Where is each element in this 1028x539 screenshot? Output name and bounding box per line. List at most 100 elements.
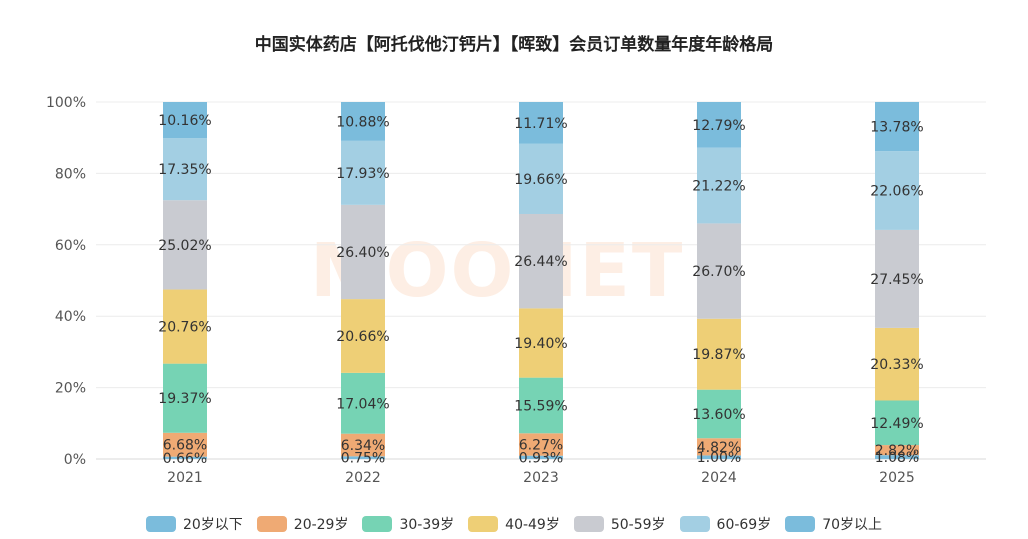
x-tick-label: 2022 [345, 470, 381, 486]
bar-segment [163, 363, 207, 433]
legend-label: 70岁以上 [822, 517, 883, 533]
bar-value-label: 26.40% [336, 245, 389, 261]
legend-item[interactable]: 60-69岁 [679, 514, 772, 534]
legend-item[interactable]: 30-39岁 [362, 514, 454, 534]
bar-value-label: 1.00% [697, 450, 741, 466]
bar-segment [697, 223, 741, 319]
legend-swatch [785, 516, 816, 532]
bar-segment [341, 433, 385, 457]
bar-value-label: 22.06% [870, 184, 923, 200]
y-tick-label: 60% [55, 238, 86, 254]
bar-segment [697, 455, 741, 459]
bar-value-label: 11.71% [514, 116, 567, 132]
bar-segment [163, 102, 207, 139]
bar-value-label: 13.60% [692, 407, 745, 423]
bar-value-label: 15.59% [514, 398, 567, 414]
bar-segment [875, 101, 919, 152]
bar-value-label: 20.66% [336, 329, 389, 345]
bar-segment [519, 143, 563, 214]
data-labels: 0.66%6.68% 19.37% 20.76% 25.02% 17.35% 10.16%… [158, 113, 923, 467]
bar-segment [163, 456, 207, 459]
bar-segment [875, 229, 919, 328]
legend-item[interactable]: 20-29岁 [256, 514, 348, 534]
bar-segment [875, 151, 919, 230]
y-tick-label: 20% [55, 381, 86, 397]
bar-value-label: 13.78% [870, 120, 923, 136]
bar-value-label: 0.93% [519, 450, 563, 466]
bar-segment [519, 377, 563, 434]
legend-swatch [256, 516, 287, 532]
bar-value-label: 17.93% [336, 166, 389, 182]
bar-value-label: 21.22% [692, 179, 745, 195]
y-tick-label: 0% [64, 452, 86, 468]
y-tick-label: 100% [46, 95, 86, 111]
bar-segment [875, 445, 919, 456]
bar-segment [697, 438, 741, 456]
bar-segment [875, 455, 919, 459]
bar-value-label: 0.75% [341, 451, 385, 467]
bar-value-label: 20.33% [870, 357, 923, 373]
x-axis-ticks: 2021 2022 2023 2024 2025 [167, 470, 915, 486]
legend-item[interactable]: 20岁以下 [145, 514, 243, 534]
bar-segment [163, 289, 207, 364]
bar-value-label: 6.68% [163, 438, 207, 454]
bar-segment [519, 455, 563, 459]
bar-value-label: 19.66% [514, 172, 567, 188]
legend-item[interactable]: 40-49岁 [468, 514, 560, 534]
bar-segment [163, 432, 207, 457]
stacked-bar-chart: 0% 20% 40% 60% 80% 100% 0.66%6.68% 19.37% 20.76… [46, 95, 986, 486]
bar-segment [875, 400, 919, 446]
legend-swatch [679, 516, 710, 532]
legend-item[interactable]: 70岁以上 [785, 514, 882, 534]
bar-value-label: 19.87% [692, 347, 745, 363]
chart-title: 中国实体药店【阿托伐他汀钙片】【晖致】会员订单数量年度年龄格局 [254, 35, 774, 55]
legend-swatch [362, 516, 393, 532]
bar-segment [697, 318, 741, 390]
bar-segment [341, 204, 385, 300]
y-tick-label: 80% [55, 166, 86, 182]
bar-segment [519, 102, 563, 144]
legend: 20岁以下 20-29岁 30-39岁 40-49岁 50-59岁 60-69岁 70岁以上 [0, 514, 1028, 534]
bar-value-label: 2.82% [875, 443, 919, 459]
bar-segment [697, 389, 741, 439]
bar-value-label: 17.04% [336, 396, 389, 412]
bar-segment [341, 299, 385, 373]
bars [163, 101, 919, 459]
bar-segment [163, 200, 207, 290]
bar-value-label: 6.27% [519, 437, 563, 453]
bar-value-label: 27.45% [870, 272, 923, 288]
bar-value-label: 0.66% [163, 451, 207, 467]
bar-segment [519, 308, 563, 378]
x-tick-label: 2025 [879, 470, 915, 486]
x-tick-label: 2023 [523, 470, 559, 486]
x-tick-label: 2021 [167, 470, 203, 486]
bar-value-label: 12.49% [870, 416, 923, 432]
bar-segment [163, 138, 207, 201]
y-axis-ticks: 0% 20% 40% 60% 80% 100% [46, 95, 86, 468]
bar-segment [519, 433, 563, 456]
bar-segment [341, 140, 385, 205]
bar-value-label: 1.08% [875, 450, 919, 466]
bar-value-label: 26.70% [692, 264, 745, 280]
bar-segment [519, 213, 563, 309]
bar-value-label: 10.16% [158, 113, 211, 129]
bar-value-label: 12.79% [692, 118, 745, 134]
bar-segment [697, 147, 741, 224]
legend-label: 20岁以下 [182, 517, 243, 533]
bar-value-label: 19.40% [514, 336, 567, 352]
bar-value-label: 20.76% [158, 320, 211, 336]
bar-value-label: 4.82% [697, 440, 741, 456]
bar-segment [341, 372, 385, 434]
legend-label: 30-39岁 [399, 517, 455, 533]
legend-item[interactable]: 50-59岁 [573, 514, 666, 534]
y-tick-label: 40% [55, 309, 86, 325]
bar-value-label: 17.35% [158, 162, 211, 178]
legend-label: 60-69岁 [716, 517, 772, 533]
bar-value-label: 25.02% [158, 238, 211, 254]
legend-swatch [573, 516, 604, 532]
legend-swatch [468, 516, 499, 532]
bar-value-label: 10.88% [336, 114, 389, 130]
bar-segment [341, 102, 385, 141]
x-tick-label: 2024 [701, 470, 737, 486]
bar-value-label: 6.34% [341, 438, 385, 454]
